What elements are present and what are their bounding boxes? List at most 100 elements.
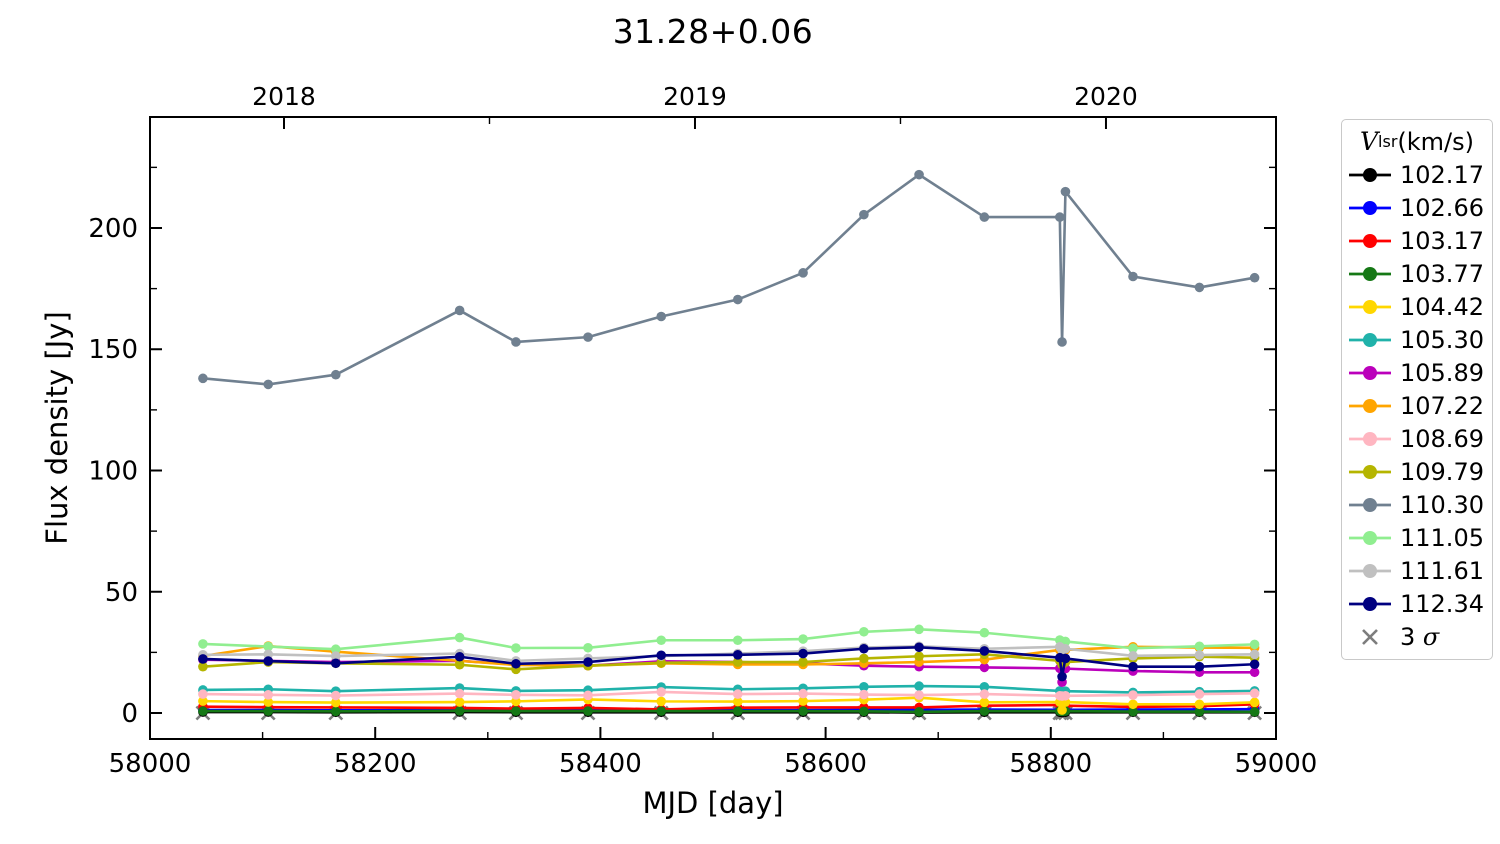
data-point xyxy=(1249,639,1260,650)
legend-item-102.66: 102.66 xyxy=(1348,191,1486,224)
year-tick-label: 2020 xyxy=(1074,82,1138,111)
data-point xyxy=(198,373,208,384)
data-point xyxy=(511,643,521,653)
data-point xyxy=(798,696,808,706)
legend-item-110.30: 110.30 xyxy=(1348,488,1486,521)
data-point xyxy=(330,651,341,661)
y-axis: 0 50 100 150 200 xyxy=(88,166,1276,729)
data-point xyxy=(330,644,341,655)
top-axis: 2018 2019 2020 xyxy=(252,82,1138,129)
data-point xyxy=(859,643,869,654)
data-point xyxy=(1055,212,1065,222)
legend-item-label: 3 σ xyxy=(1400,622,1440,651)
legend-item-label: 103.17 xyxy=(1400,226,1484,255)
data-point xyxy=(454,659,465,670)
x-axis: 58000 58200 58400 58600 58800 59000 xyxy=(109,727,1318,779)
x-tick-label: 58600 xyxy=(784,749,867,779)
data-point xyxy=(198,654,208,664)
data-point xyxy=(1249,667,1260,678)
data-point xyxy=(656,635,667,646)
data-point xyxy=(454,305,465,316)
data-point xyxy=(656,658,667,668)
legend-item-label: 111.61 xyxy=(1400,556,1484,585)
legend-item-sigma: 3 σ xyxy=(1348,620,1486,653)
legend-item-label: 103.77 xyxy=(1400,259,1484,288)
data-point xyxy=(914,642,924,653)
data-point xyxy=(914,624,924,635)
data-point xyxy=(263,649,274,660)
data-point xyxy=(1128,271,1138,282)
data-point xyxy=(979,646,990,656)
data-point xyxy=(859,626,869,637)
data-point xyxy=(454,632,465,643)
legend-item-111.61: 111.61 xyxy=(1348,554,1486,587)
year-tick-label: 2018 xyxy=(252,82,316,111)
data-point xyxy=(198,661,208,672)
data-point xyxy=(979,689,990,699)
data-point xyxy=(1057,705,1067,715)
legend-marker-icon xyxy=(1349,398,1391,413)
data-point xyxy=(454,688,465,699)
data-point xyxy=(979,212,990,222)
data-point xyxy=(583,642,593,653)
sigma-legend-icon xyxy=(1362,628,1378,645)
data-point xyxy=(511,658,521,669)
series-line-111.61 xyxy=(202,645,1255,663)
x-tick-label: 58800 xyxy=(1009,749,1092,779)
data-point xyxy=(454,697,465,707)
data-point xyxy=(583,332,593,342)
legend-marker-icon xyxy=(1349,563,1391,578)
data-point xyxy=(859,706,869,717)
data-point xyxy=(583,706,593,716)
data-point xyxy=(656,311,667,322)
data-point xyxy=(1060,186,1071,197)
legend-marker-icon xyxy=(1349,596,1391,611)
data-point xyxy=(798,657,808,667)
data-point xyxy=(798,688,808,699)
legend-item-104.42: 104.42 xyxy=(1348,290,1486,323)
series-103.77 xyxy=(198,706,1260,717)
data-point xyxy=(198,689,208,699)
data-point xyxy=(1194,282,1205,293)
plot-frame xyxy=(149,116,1277,740)
data-point xyxy=(1128,650,1138,661)
data-point xyxy=(263,690,274,700)
data-point xyxy=(1128,690,1138,700)
data-point xyxy=(732,650,743,660)
data-point xyxy=(1194,641,1205,652)
data-point xyxy=(1249,272,1260,283)
data-point xyxy=(1194,661,1205,672)
series-line-108.69 xyxy=(202,690,1255,698)
data-point xyxy=(1249,697,1260,708)
x-tick-label: 58400 xyxy=(559,749,642,779)
data-point xyxy=(656,706,667,716)
data-point xyxy=(1194,689,1205,699)
data-point xyxy=(798,268,808,278)
legend-item-label: 102.17 xyxy=(1400,160,1484,189)
data-point xyxy=(198,696,208,706)
data-point xyxy=(979,627,990,638)
data-point xyxy=(979,682,990,692)
data-point xyxy=(330,369,341,380)
data-point xyxy=(330,658,341,669)
data-point xyxy=(914,169,924,180)
chart-title: 31.28+0.06 xyxy=(612,12,814,51)
legend-item-label: 112.34 xyxy=(1400,589,1484,618)
y-tick-label: 200 xyxy=(88,214,138,244)
series-108.69 xyxy=(198,687,1260,701)
legend-marker-icon xyxy=(1349,497,1391,512)
series-line-104.42 xyxy=(202,696,1255,712)
series-line-103.17 xyxy=(202,702,1255,711)
legend-item-label: 107.22 xyxy=(1400,391,1484,420)
data-point xyxy=(583,690,593,701)
x-tick-label: 59000 xyxy=(1235,749,1318,779)
legend-marker-icon xyxy=(1349,266,1391,281)
data-point xyxy=(511,690,521,700)
legend-item-108.69: 108.69 xyxy=(1348,422,1486,455)
data-point xyxy=(1194,650,1205,660)
data-point xyxy=(454,706,465,716)
series-110.30 xyxy=(198,169,1260,390)
x-tick-label: 58200 xyxy=(334,749,417,779)
